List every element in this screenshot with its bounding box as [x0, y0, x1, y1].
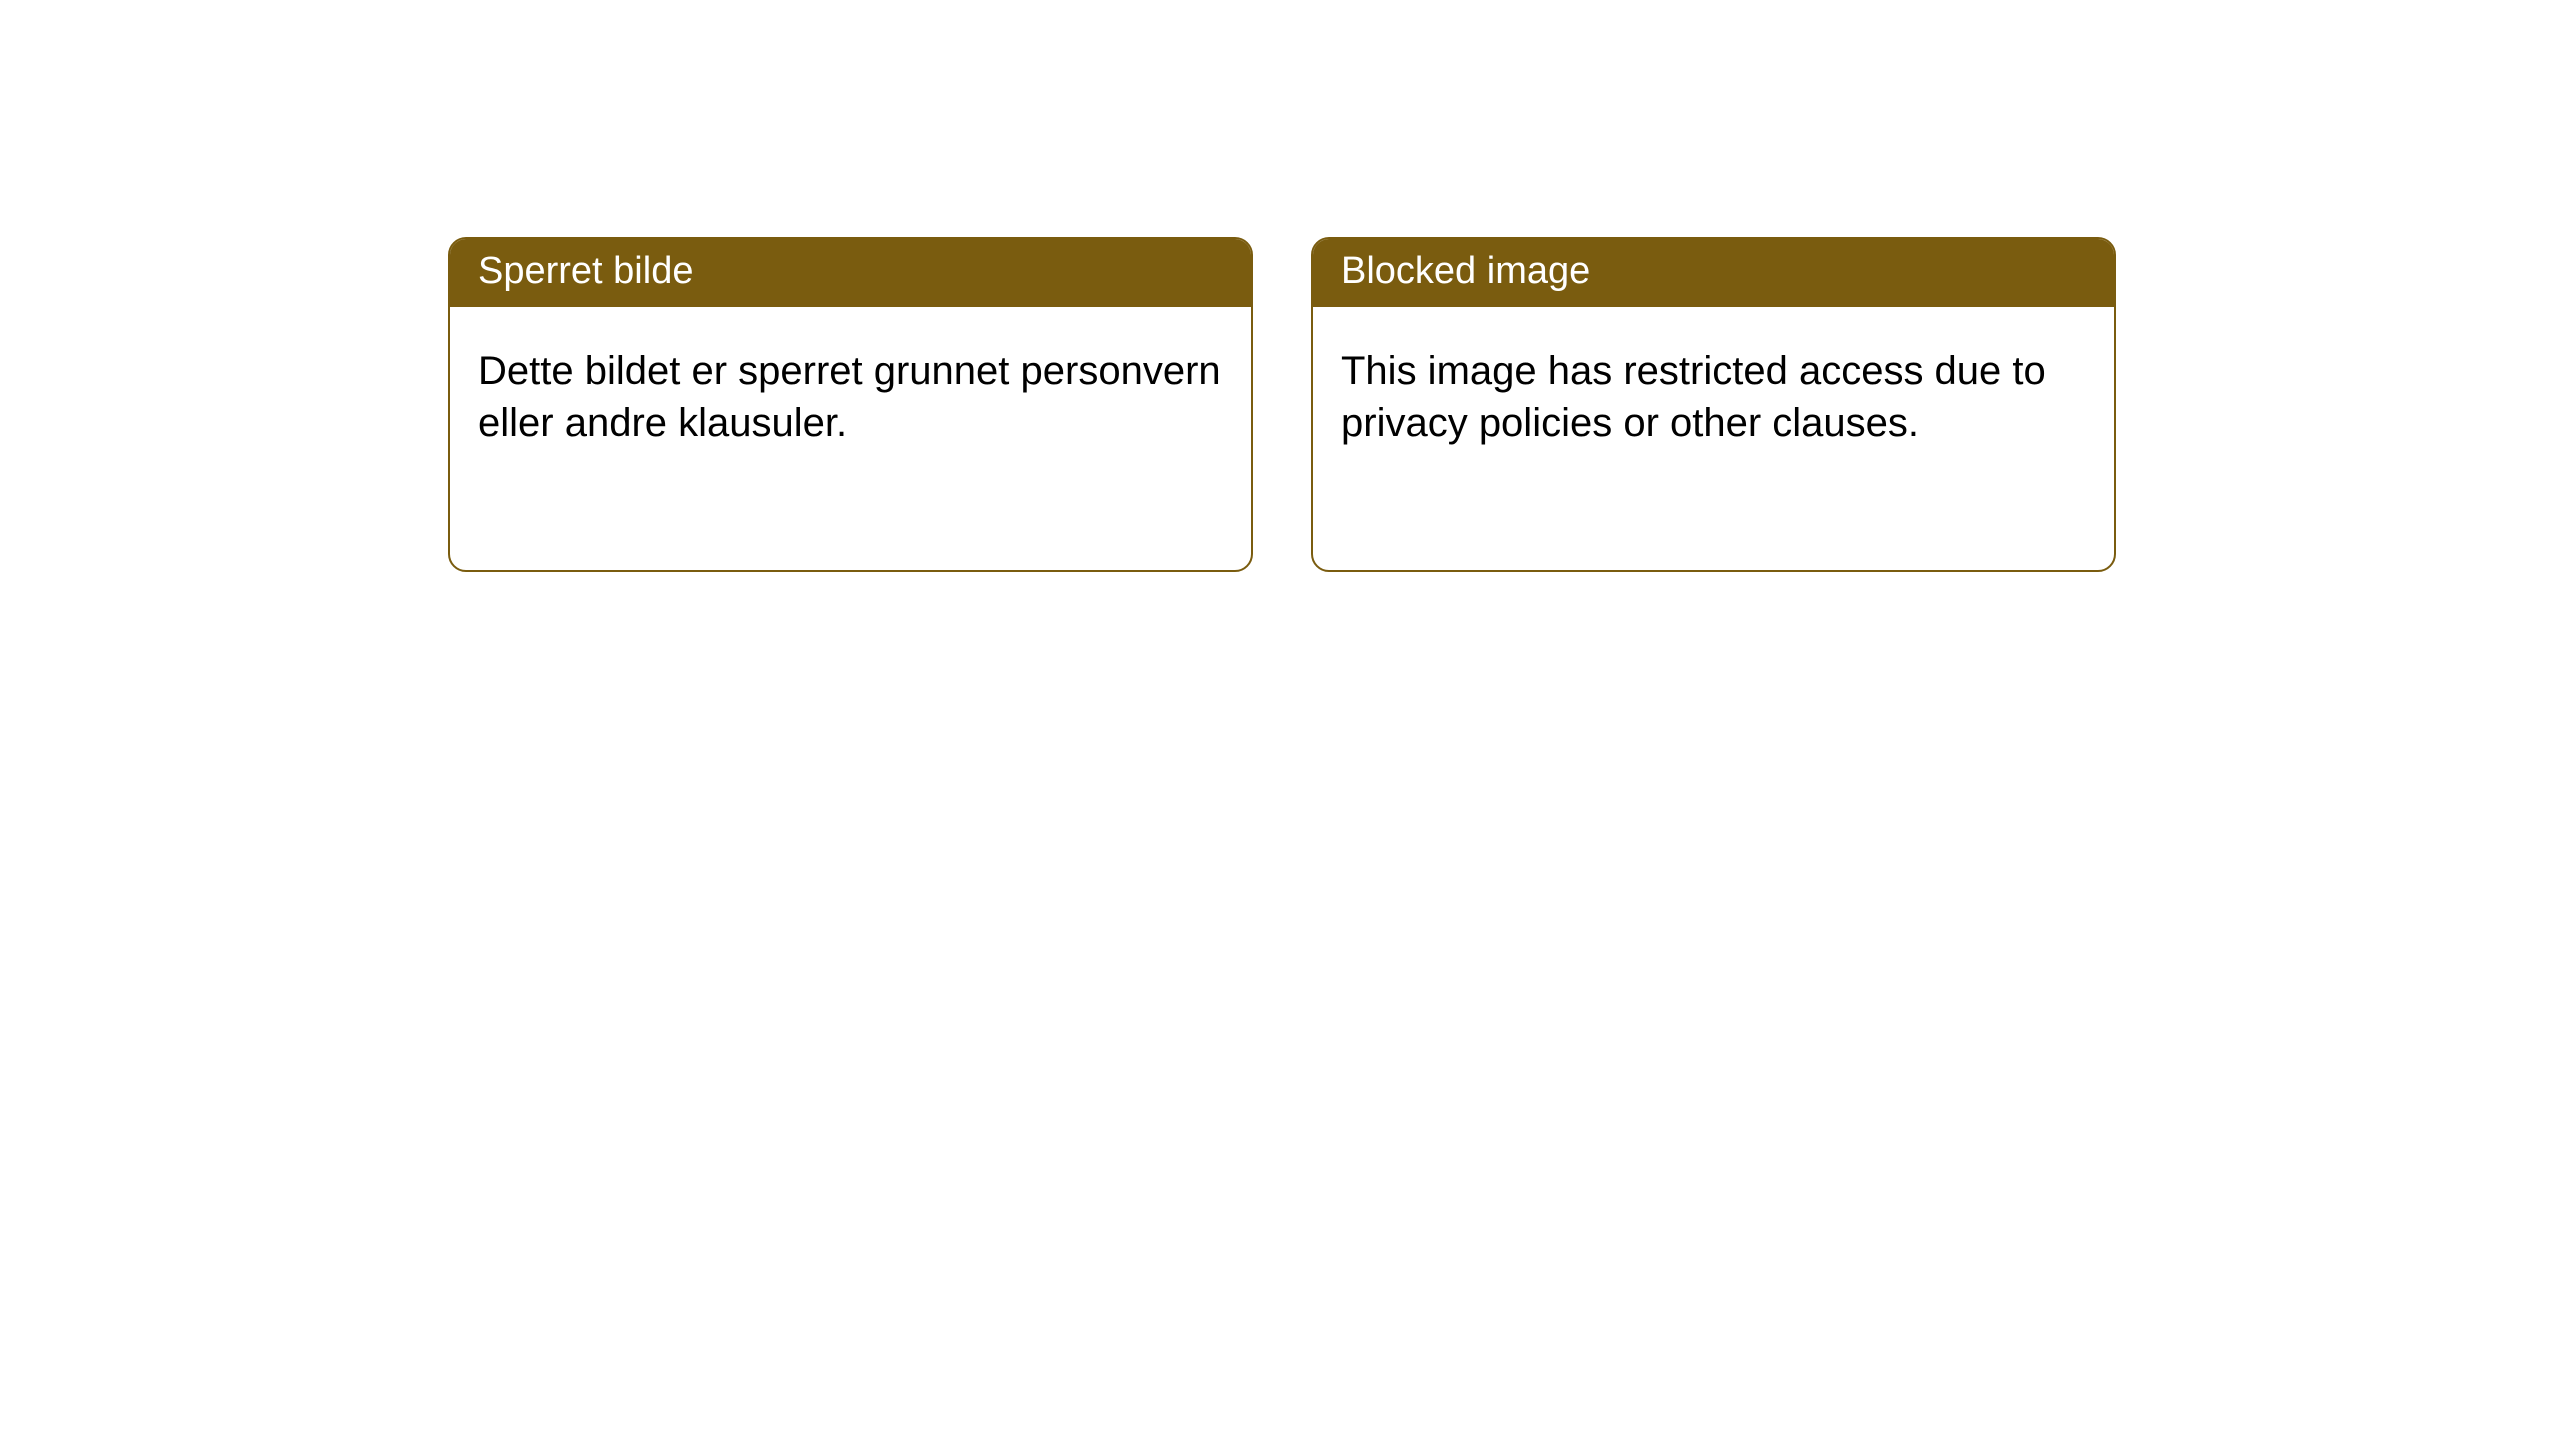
card-body: This image has restricted access due to …	[1313, 307, 2114, 477]
card-header: Blocked image	[1313, 239, 2114, 307]
card-body-text: Dette bildet er sperret grunnet personve…	[478, 349, 1221, 445]
card-title: Blocked image	[1341, 250, 1590, 292]
info-card-english: Blocked image This image has restricted …	[1311, 237, 2116, 572]
card-header: Sperret bilde	[450, 239, 1251, 307]
card-body: Dette bildet er sperret grunnet personve…	[450, 307, 1251, 477]
info-card-norwegian: Sperret bilde Dette bildet er sperret gr…	[448, 237, 1253, 572]
card-title: Sperret bilde	[478, 250, 693, 292]
card-body-text: This image has restricted access due to …	[1341, 349, 2046, 445]
cards-container: Sperret bilde Dette bildet er sperret gr…	[448, 237, 2116, 572]
